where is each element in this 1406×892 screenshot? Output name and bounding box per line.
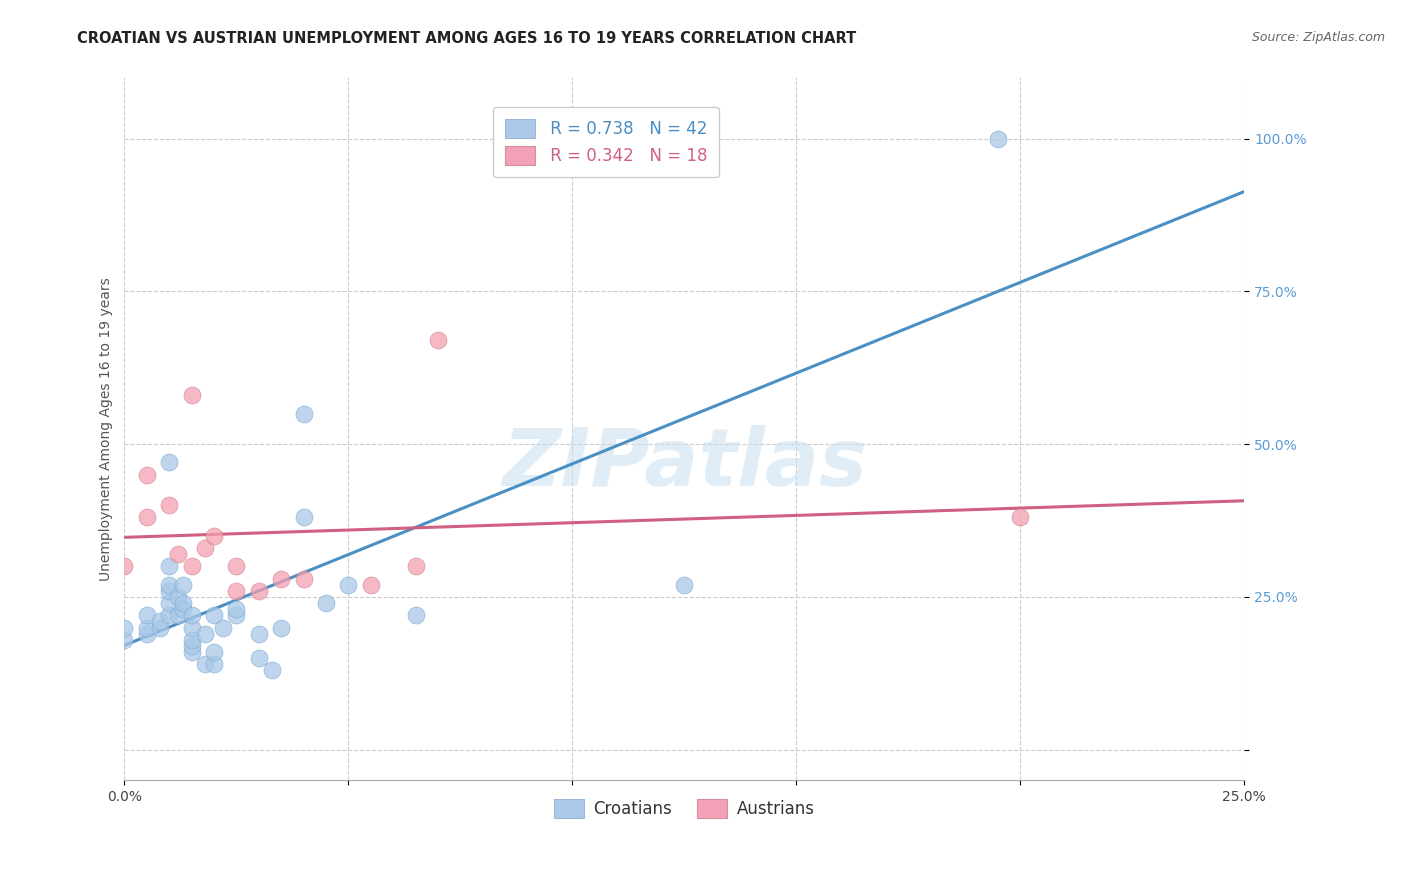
Point	[149, 615, 172, 629]
Point	[135, 510, 157, 524]
Point	[270, 572, 292, 586]
Point	[194, 626, 217, 640]
Point	[202, 657, 225, 672]
Point	[405, 608, 427, 623]
Point	[180, 620, 202, 634]
Point	[1010, 510, 1032, 524]
Point	[262, 663, 284, 677]
Point	[114, 620, 136, 634]
Legend: Croatians, Austrians: Croatians, Austrians	[547, 792, 823, 825]
Point	[247, 651, 270, 665]
Point	[114, 559, 136, 574]
Point	[212, 620, 235, 634]
Point	[225, 559, 247, 574]
Point	[225, 602, 247, 616]
Point	[157, 559, 180, 574]
Point	[180, 645, 202, 659]
Point	[157, 455, 180, 469]
Point	[247, 626, 270, 640]
Point	[180, 559, 202, 574]
Point	[247, 583, 270, 598]
Point	[157, 596, 180, 610]
Point	[987, 131, 1010, 145]
Text: CROATIAN VS AUSTRIAN UNEMPLOYMENT AMONG AGES 16 TO 19 YEARS CORRELATION CHART: CROATIAN VS AUSTRIAN UNEMPLOYMENT AMONG …	[77, 31, 856, 46]
Point	[337, 578, 360, 592]
Text: Source: ZipAtlas.com: Source: ZipAtlas.com	[1251, 31, 1385, 45]
Point	[167, 590, 190, 604]
Point	[225, 583, 247, 598]
Point	[360, 578, 382, 592]
Point	[172, 578, 194, 592]
Point	[225, 608, 247, 623]
Point	[202, 608, 225, 623]
Point	[202, 645, 225, 659]
Point	[172, 602, 194, 616]
Point	[202, 529, 225, 543]
Y-axis label: Unemployment Among Ages 16 to 19 years: Unemployment Among Ages 16 to 19 years	[100, 277, 114, 581]
Point	[194, 541, 217, 555]
Point	[270, 620, 292, 634]
Text: ZIPatlas: ZIPatlas	[502, 425, 868, 503]
Point	[167, 547, 190, 561]
Point	[135, 467, 157, 482]
Point	[157, 578, 180, 592]
Point	[315, 596, 337, 610]
Point	[135, 620, 157, 634]
Point	[114, 632, 136, 647]
Point	[157, 583, 180, 598]
Point	[180, 388, 202, 402]
Point	[194, 657, 217, 672]
Point	[180, 632, 202, 647]
Point	[135, 626, 157, 640]
Point	[167, 608, 190, 623]
Point	[135, 608, 157, 623]
Point	[157, 498, 180, 512]
Point	[172, 596, 194, 610]
Point	[180, 639, 202, 653]
Point	[292, 407, 315, 421]
Point	[405, 559, 427, 574]
Point	[180, 608, 202, 623]
Point	[292, 510, 315, 524]
Point	[673, 578, 696, 592]
Point	[427, 333, 450, 347]
Point	[292, 572, 315, 586]
Point	[157, 608, 180, 623]
Point	[149, 620, 172, 634]
